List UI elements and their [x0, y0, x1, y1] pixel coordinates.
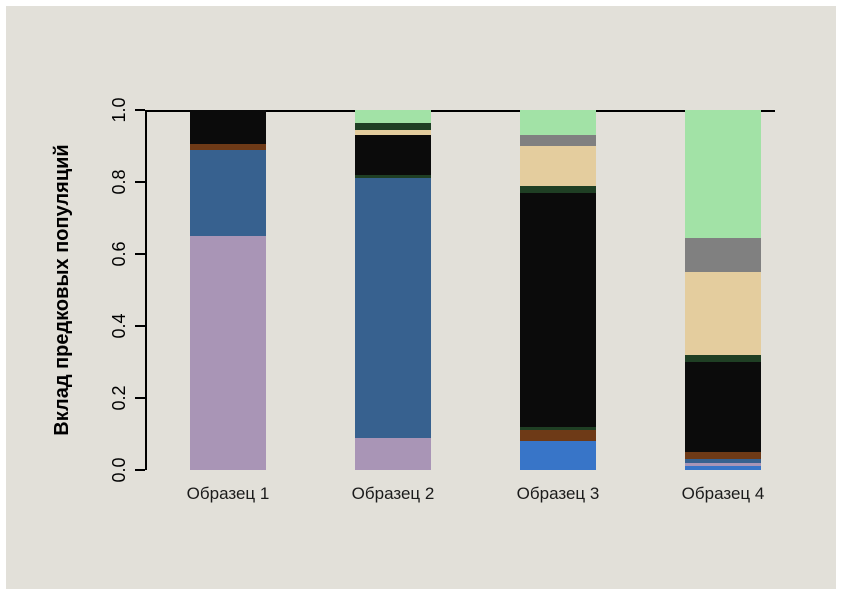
- bar-segment: [685, 459, 761, 463]
- y-tick-label: 0.2: [108, 378, 130, 418]
- bar-segment: [355, 130, 431, 135]
- y-tick-label: 0.6: [108, 234, 130, 274]
- bar-segment: [520, 430, 596, 441]
- bar-segment: [685, 466, 761, 470]
- y-tick-mark: [135, 397, 145, 399]
- y-tick-mark: [135, 325, 145, 327]
- bar-segment: [520, 186, 596, 193]
- x-axis-label: Образец 1: [158, 484, 298, 504]
- bar-segment: [685, 110, 761, 238]
- bar-segment: [520, 427, 596, 431]
- bar-segment: [685, 463, 761, 467]
- bar-segment: [685, 272, 761, 355]
- y-tick-label: 1.0: [108, 90, 130, 130]
- bar-segment: [685, 238, 761, 272]
- stacked-bar: [520, 110, 596, 470]
- y-tick-label: 0.8: [108, 162, 130, 202]
- bar-segment: [355, 175, 431, 179]
- x-axis-label: Образец 2: [323, 484, 463, 504]
- bar-segment: [520, 135, 596, 146]
- bar-segment: [190, 150, 266, 236]
- bar-segment: [355, 110, 431, 123]
- bar-segment: [685, 355, 761, 362]
- bar-segment: [190, 110, 266, 144]
- bar-segment: [685, 452, 761, 459]
- chart-root: Вклад предковых популяций 0.0 0.2 0.4 0.6 0.…: [0, 0, 842, 595]
- bar-segment: [355, 438, 431, 470]
- y-tick-label: 0.0: [108, 450, 130, 490]
- bar-segment: [520, 110, 596, 135]
- y-axis-title: Вклад предковых популяций: [47, 110, 77, 470]
- y-tick-mark: [135, 109, 145, 111]
- bar-segment: [685, 362, 761, 452]
- stacked-bar: [355, 110, 431, 470]
- bar-segment: [520, 146, 596, 186]
- y-tick-mark: [135, 469, 145, 471]
- bar-segment: [190, 144, 266, 149]
- y-tick-mark: [135, 253, 145, 255]
- stacked-bar: [190, 110, 266, 470]
- bar-segment: [355, 135, 431, 175]
- bar-segment: [355, 123, 431, 130]
- stacked-bar: [685, 110, 761, 470]
- x-axis-label: Образец 3: [488, 484, 628, 504]
- x-axis-label: Образец 4: [653, 484, 793, 504]
- bar-segment: [520, 441, 596, 470]
- y-tick-mark: [135, 181, 145, 183]
- bar-segment: [520, 193, 596, 427]
- bar-segment: [355, 178, 431, 437]
- bar-segment: [190, 236, 266, 470]
- y-tick-label: 0.4: [108, 306, 130, 346]
